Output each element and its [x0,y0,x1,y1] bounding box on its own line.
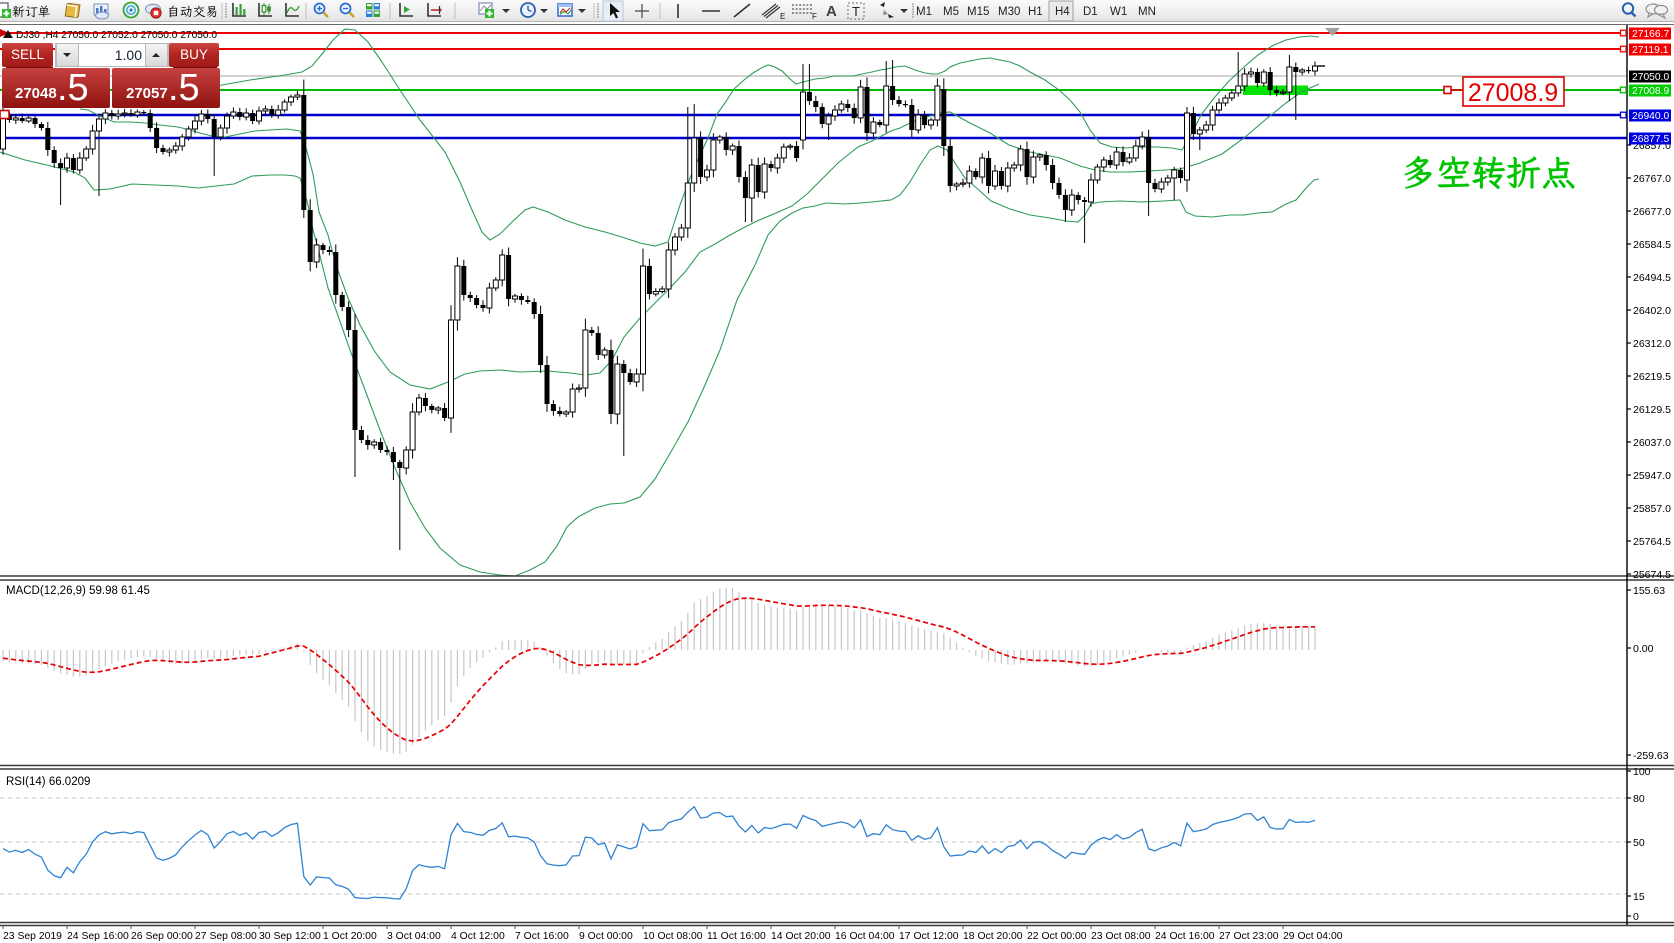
svg-text:27166.7: 27166.7 [1632,29,1669,40]
svg-text:4 Oct 12:00: 4 Oct 12:00 [451,931,505,942]
svg-text:14 Oct 20:00: 14 Oct 20:00 [771,931,831,942]
svg-text:27050.0: 27050.0 [1632,72,1669,83]
svg-text:0: 0 [1633,911,1639,923]
svg-text:26677.0: 26677.0 [1633,206,1671,218]
svg-text:0.00: 0.00 [1633,643,1654,655]
svg-text:E: E [780,12,785,21]
svg-text:26 Sep 00:00: 26 Sep 00:00 [131,931,193,942]
svg-text:22 Oct 00:00: 22 Oct 00:00 [1027,931,1087,942]
svg-text:23 Sep 2019: 23 Sep 2019 [3,931,62,942]
svg-text:26219.5: 26219.5 [1633,371,1671,383]
svg-text:26494.5: 26494.5 [1633,272,1671,284]
svg-text:16 Oct 04:00: 16 Oct 04:00 [835,931,895,942]
svg-text:23 Oct 08:00: 23 Oct 08:00 [1091,931,1151,942]
svg-text:D1: D1 [1083,6,1098,18]
svg-text:50: 50 [1633,837,1645,849]
svg-text:1 Oct 20:00: 1 Oct 20:00 [323,931,377,942]
svg-text:24 Oct 16:00: 24 Oct 16:00 [1155,931,1215,942]
svg-text:W1: W1 [1110,6,1127,18]
svg-text:F: F [812,12,817,21]
svg-text:RSI(14) 66.0209: RSI(14) 66.0209 [6,776,90,788]
svg-text:26767.0: 26767.0 [1633,173,1671,185]
svg-text:H4: H4 [1055,6,1070,18]
svg-text:15: 15 [1633,891,1645,903]
svg-text:25674.5: 25674.5 [1633,569,1671,581]
svg-text:26037.0: 26037.0 [1633,437,1671,449]
svg-text:M5: M5 [943,6,959,18]
svg-text:10 Oct 08:00: 10 Oct 08:00 [643,931,703,942]
svg-text:9 Oct 00:00: 9 Oct 00:00 [579,931,633,942]
svg-text:25947.0: 25947.0 [1633,470,1671,482]
svg-text:29 Oct 04:00: 29 Oct 04:00 [1283,931,1343,942]
svg-text:25857.0: 25857.0 [1633,503,1671,515]
svg-text:M30: M30 [998,6,1020,18]
svg-text:27 Sep 08:00: 27 Sep 08:00 [195,931,257,942]
svg-text:T: T [852,4,860,19]
svg-text:155.63: 155.63 [1633,585,1665,597]
svg-text:26402.0: 26402.0 [1633,305,1671,317]
svg-text:M1: M1 [916,6,932,18]
svg-text:100: 100 [1633,766,1651,778]
svg-text:MACD(12,26,9) 59.98 61.45: MACD(12,26,9) 59.98 61.45 [6,585,150,597]
svg-text:27008.9: 27008.9 [1632,86,1669,97]
svg-text:A: A [826,3,837,20]
svg-text:24 Sep 16:00: 24 Sep 16:00 [67,931,129,942]
svg-text:27119.1: 27119.1 [1632,45,1669,56]
svg-text:17 Oct 12:00: 17 Oct 12:00 [899,931,959,942]
svg-text:DJ30 ,H4 27050.0 27052.0 2705: DJ30 ,H4 27050.0 27052.0 27050.0 27050.0 [16,30,217,41]
svg-text:7 Oct 16:00: 7 Oct 16:00 [515,931,569,942]
svg-text:26940.0: 26940.0 [1632,111,1669,122]
svg-text:26584.5: 26584.5 [1633,239,1671,251]
svg-text:80: 80 [1633,793,1645,805]
svg-text:MN: MN [1138,6,1156,18]
svg-text:27008.9: 27008.9 [1468,79,1558,107]
svg-text:-259.63: -259.63 [1633,750,1669,762]
svg-text:30 Sep 12:00: 30 Sep 12:00 [259,931,321,942]
svg-text:11 Oct 16:00: 11 Oct 16:00 [707,931,766,942]
svg-text:25764.5: 25764.5 [1633,536,1671,548]
svg-text:18 Oct 20:00: 18 Oct 20:00 [963,931,1023,942]
svg-text:H1: H1 [1028,6,1043,18]
svg-text:3 Oct 04:00: 3 Oct 04:00 [387,931,441,942]
svg-text:M15: M15 [967,6,989,18]
svg-text:26877.5: 26877.5 [1632,134,1669,145]
svg-text:26312.0: 26312.0 [1633,338,1671,350]
svg-text:27 Oct 23:00: 27 Oct 23:00 [1219,931,1279,942]
svg-text:26129.5: 26129.5 [1633,404,1671,416]
